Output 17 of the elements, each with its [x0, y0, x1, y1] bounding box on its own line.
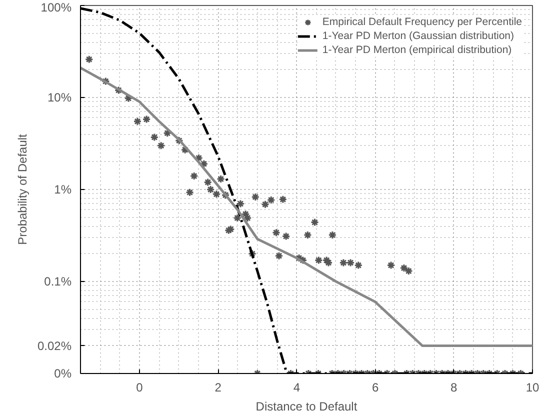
legend-label: Empirical Default Frequency per Percentile: [322, 15, 522, 29]
x-tick-label: 8: [450, 380, 458, 394]
x-tick-label: 2: [214, 380, 222, 394]
y-tick-label: 100%: [40, 0, 72, 14]
y-tick-label: 1%: [54, 182, 72, 196]
y-axis-title: Probability of Default: [15, 133, 30, 245]
x-axis-title: Distance to Default: [256, 400, 358, 414]
y-tick-label: 0.02%: [37, 338, 72, 353]
x-tick-label: 6: [372, 380, 379, 394]
y-tick-label: 0%: [54, 366, 72, 380]
x-tick-label: 0: [136, 380, 144, 394]
legend-label: 1-Year PD Merton (empirical distribution): [322, 43, 512, 57]
y-tick-label: 0.1%: [44, 274, 72, 288]
y-tick-label: 10%: [47, 90, 72, 104]
x-tick-label: 4: [293, 380, 300, 394]
x-tick-label: 10: [526, 380, 540, 394]
legend-label: 1-Year PD Merton (Gaussian distribution): [322, 29, 514, 43]
